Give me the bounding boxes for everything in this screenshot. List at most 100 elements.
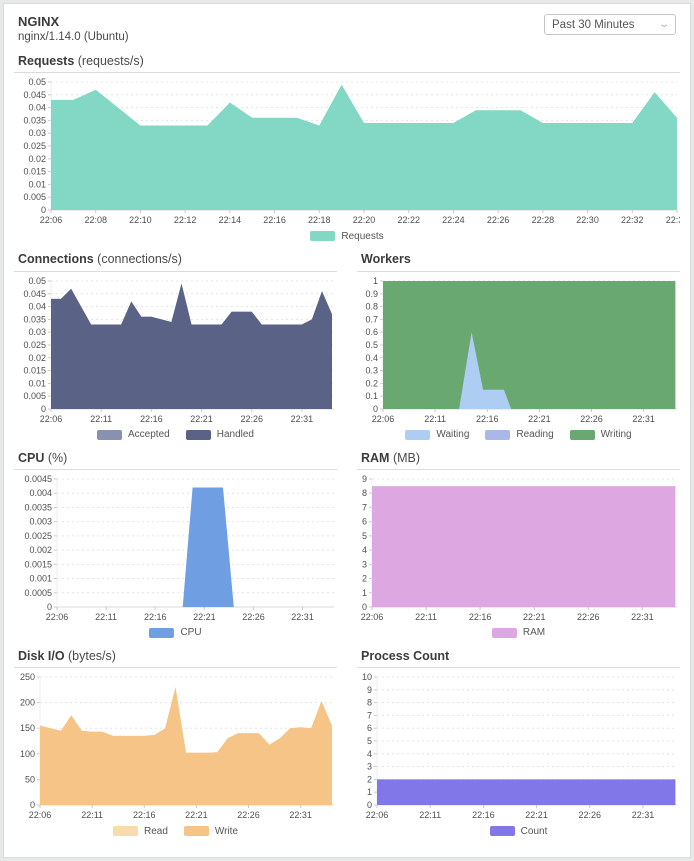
chart-workers: Workers 0 0.1 0.2 0.3 0.4 0.5 0.6 0.7 0.8 0.9 1 22:0… <box>357 248 680 442</box>
x-tick-label: 22:06 <box>372 414 395 424</box>
y-tick-label: 0.025 <box>23 141 46 151</box>
area-series-count <box>377 779 676 805</box>
chart-title-text: RAM <box>361 450 390 465</box>
y-tick-label: 100 <box>20 749 35 759</box>
chart-cpu: CPU (%) 0 0.0005 0.001 0.0015 0.002 0.0025 0.00… <box>14 447 337 641</box>
y-tick-label: 0.001 <box>29 573 52 583</box>
legend-label: Writing <box>600 429 632 440</box>
y-tick-label: 0.045 <box>23 90 46 100</box>
x-tick-label: 22:08 <box>84 215 107 225</box>
chart-canvas-requests[interactable]: 0 0.005 0.01 0.015 0.02 0.025 0.03 0.035 0.04 0.0… <box>14 75 680 227</box>
x-tick-label: 22:06 <box>40 414 63 424</box>
y-tick-label: 0.015 <box>23 365 46 375</box>
y-tick-label: 0.002 <box>29 545 52 555</box>
legend-swatch <box>491 627 517 638</box>
x-tick-label: 22:26 <box>577 612 600 622</box>
y-tick-label: 0.02 <box>28 154 46 164</box>
y-tick-label: 0.04 <box>28 103 46 113</box>
legend-item-cpu: CPU <box>149 627 202 638</box>
y-tick-label: 0.5 <box>365 340 378 350</box>
x-tick-label: 22:14 <box>219 215 242 225</box>
legend-label: RAM <box>522 627 546 639</box>
chart-canvas-ram[interactable]: 0 1 2 3 4 5 6 7 8 9 22:06 22:11 22:16 22:21 22:26 22:31 <box>357 472 680 624</box>
legend-item-waiting: Waiting <box>405 429 469 440</box>
area-series-write <box>40 687 332 805</box>
area-series-handled <box>51 283 332 409</box>
x-tick-label: 22:11 <box>95 612 117 622</box>
x-tick-label: 22:31 <box>632 810 655 820</box>
legend-label: Requests <box>341 230 384 242</box>
charts-row-2: CPU (%) 0 0.0005 0.001 0.0015 0.002 0.0025 0.00… <box>14 447 680 645</box>
y-tick-label: 0 <box>47 602 52 612</box>
chart-legend-cpu: CPU <box>14 625 337 641</box>
area-series-ram <box>372 485 676 607</box>
x-tick-label: 22:26 <box>237 810 260 820</box>
chart-legend-connections: Accepted Handled <box>14 427 337 443</box>
y-tick-label: 0.005 <box>23 192 46 202</box>
chart-title-unit: (%) <box>44 450 68 465</box>
y-tick-label: 0.01 <box>28 378 46 388</box>
chart-slot-cpu: CPU (%) 0 0.0005 0.001 0.0015 0.002 0.0025 0.00… <box>14 447 337 645</box>
x-tick-label: 22:26 <box>580 414 603 424</box>
y-tick-label: 7 <box>367 710 372 720</box>
y-tick-label: 0.03 <box>28 327 46 337</box>
y-tick-label: 200 <box>20 698 35 708</box>
x-tick-label: 22:26 <box>487 215 510 225</box>
x-tick-label: 22:16 <box>140 414 163 424</box>
x-tick-label: 22:31 <box>632 414 655 424</box>
y-tick-label: 9 <box>362 474 367 484</box>
chart-connections: Connections (connections/s) 0 0.005 0.01 0.0… <box>14 248 337 442</box>
y-tick-label: 3 <box>362 559 367 569</box>
y-tick-label: 1 <box>362 588 367 598</box>
x-tick-label: 22:11 <box>419 810 441 820</box>
chart-canvas-workers[interactable]: 0 0.1 0.2 0.3 0.4 0.5 0.6 0.7 0.8 0.9 1 22:06 22:11 2… <box>357 274 680 426</box>
x-tick-label: 22:21 <box>523 612 546 622</box>
y-tick-label: 0 <box>41 404 46 414</box>
y-tick-label: 9 <box>367 685 372 695</box>
x-tick-label: 22:31 <box>631 612 654 622</box>
y-tick-label: 0.003 <box>29 516 52 526</box>
x-tick-label: 22:10 <box>129 215 152 225</box>
legend-item-write: Write <box>183 826 238 837</box>
legend-swatch <box>310 231 336 242</box>
chart-title-ram: RAM (MB) <box>357 447 680 470</box>
chart-title-text: Requests <box>18 54 75 68</box>
y-tick-label: 0.015 <box>23 167 46 177</box>
legend-item-ram: RAM <box>491 627 546 639</box>
chart-canvas-disk-io[interactable]: 0 50 100 150 200 250 22:06 22:11 22:16 22:21 22:26… <box>14 670 337 822</box>
y-tick-label: 10 <box>362 672 372 682</box>
x-tick-label: 22:21 <box>190 414 213 424</box>
chart-title-process-count: Process Count <box>357 645 680 668</box>
x-tick-label: 22:21 <box>185 810 208 820</box>
y-tick-label: 0.05 <box>28 276 46 286</box>
chart-canvas-process-count[interactable]: 0 1 2 3 4 5 6 7 8 9 10 22:06 22:11 22:16 22:21 22:26 22:… <box>357 670 680 822</box>
y-tick-label: 5 <box>367 736 372 746</box>
chart-canvas-cpu[interactable]: 0 0.0005 0.001 0.0015 0.002 0.0025 0.003 0.0035… <box>14 472 337 624</box>
charts-row-3: Disk I/O (bytes/s) 0 50 100 150 200 250 22:06 22… <box>14 645 680 843</box>
y-tick-label: 0 <box>30 800 35 810</box>
time-range-select[interactable]: Past 30 Minutes ⌄ <box>544 14 676 35</box>
header-titles: NGINX nginx/1.14.0 (Ubuntu) <box>18 14 129 45</box>
legend-swatch <box>489 826 515 836</box>
x-tick-label: 22:11 <box>81 810 103 820</box>
time-range-value: Past 30 Minutes <box>552 18 635 31</box>
y-tick-label: 0.035 <box>23 116 46 126</box>
y-tick-label: 8 <box>362 488 367 498</box>
chart-canvas-connections[interactable]: 0 0.005 0.01 0.015 0.02 0.025 0.03 0.035 0.04 0.0… <box>14 274 337 426</box>
y-tick-label: 5 <box>362 531 367 541</box>
y-tick-label: 2 <box>362 573 367 583</box>
y-tick-label: 0 <box>367 800 372 810</box>
x-tick-label: 22:18 <box>308 215 331 225</box>
x-tick-label: 22:16 <box>476 414 499 424</box>
y-tick-label: 0.04 <box>28 301 46 311</box>
chart-title-workers: Workers <box>357 248 680 272</box>
legend-label: Accepted <box>128 429 170 440</box>
legend-item-requests: Requests <box>310 230 384 242</box>
area-series-writing <box>383 280 676 409</box>
chart-title-unit: (connections/s) <box>93 252 182 267</box>
y-tick-label: 0 <box>41 205 46 215</box>
legend-swatch <box>485 429 511 440</box>
chart-title-disk-io: Disk I/O (bytes/s) <box>14 645 337 668</box>
x-tick-label: 22:21 <box>193 612 216 622</box>
y-tick-label: 7 <box>362 502 367 512</box>
